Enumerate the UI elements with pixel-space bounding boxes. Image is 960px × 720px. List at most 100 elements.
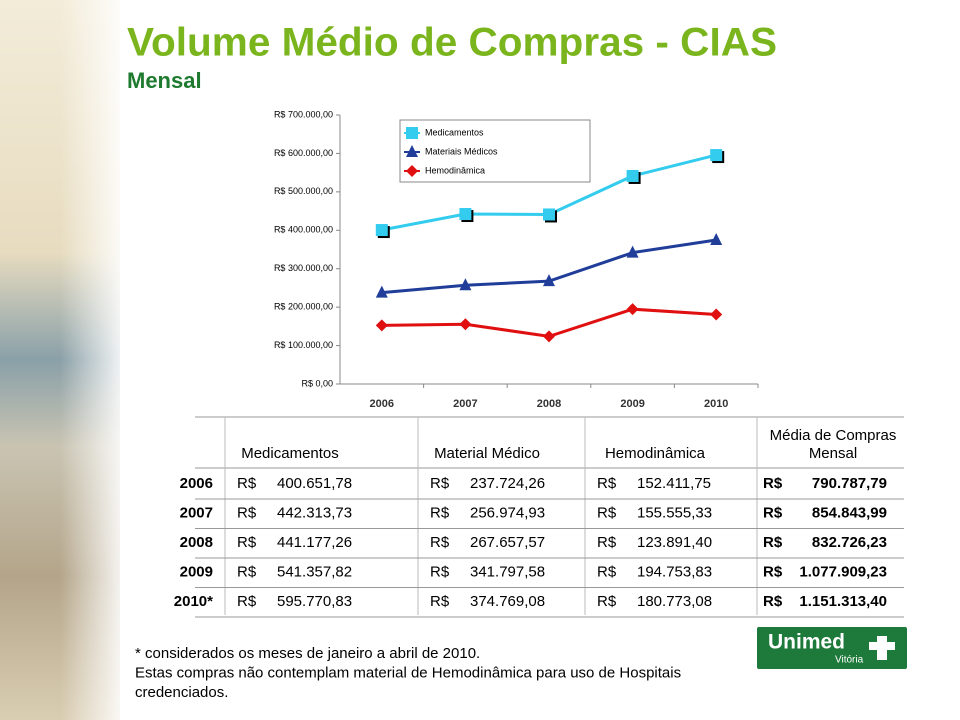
total-value: 1.151.313,40 (799, 593, 887, 610)
currency: R$ (237, 475, 257, 492)
x-tick-label: 2009 (620, 398, 644, 410)
total-value: 854.843,99 (812, 504, 887, 521)
table-header: Material Médico (434, 445, 540, 462)
currency: R$ (763, 534, 783, 551)
cell-value: 595.770,83 (277, 593, 352, 610)
legend-label: Materiais Médicos (425, 146, 498, 156)
y-tick-label: R$ 500.000,00 (274, 186, 333, 196)
data-point (375, 224, 388, 237)
cell-value: 267.657,57 (470, 534, 545, 551)
footnote-line: * considerados os meses de janeiro a abr… (135, 645, 480, 662)
cell-value: 194.753,83 (637, 563, 712, 580)
currency: R$ (763, 593, 783, 610)
currency: R$ (237, 563, 257, 580)
currency: R$ (763, 475, 783, 492)
y-tick-label: R$ 400.000,00 (274, 225, 333, 235)
data-point (543, 274, 555, 287)
footnote-line: Estas compras não contemplam material de… (135, 664, 681, 681)
legend-marker (406, 145, 418, 157)
table-header: Medicamentos (241, 445, 339, 462)
data-point (710, 232, 723, 245)
row-year: 2008 (180, 534, 213, 551)
cell-value: 442.313,73 (277, 504, 352, 521)
footnote: * considerados os meses de janeiro a abr… (135, 645, 681, 701)
data-point (459, 318, 472, 331)
cell-value: 400.651,78 (277, 475, 352, 492)
row-year: 2010* (174, 593, 213, 610)
logo-city: Vitória (835, 655, 864, 666)
legend-marker (406, 165, 418, 177)
logo-icon (869, 636, 895, 660)
y-tick-label: R$ 100.000,00 (274, 340, 333, 350)
table-header: Hemodinâmica (605, 445, 706, 462)
x-tick-label: 2007 (453, 398, 477, 410)
row-year: 2007 (180, 504, 213, 521)
currency: R$ (763, 563, 783, 580)
data-point (459, 208, 472, 221)
total-value: 790.787,79 (812, 475, 887, 492)
y-tick-label: R$ 0,00 (301, 378, 333, 388)
total-value: 832.726,23 (812, 534, 887, 551)
currency: R$ (597, 593, 617, 610)
data-point (710, 308, 723, 321)
currency: R$ (597, 504, 617, 521)
row-year: 2009 (180, 563, 213, 580)
data-point (626, 303, 639, 316)
data-point (543, 330, 555, 343)
legend-label: Medicamentos (425, 127, 484, 137)
x-tick-label: 2008 (537, 398, 561, 410)
cell-value: 155.555,33 (637, 504, 712, 521)
logo-name: Unimed (768, 631, 845, 654)
cell-value: 256.974,93 (470, 504, 545, 521)
legend-label: Hemodinâmica (425, 165, 485, 175)
background-fade (60, 0, 130, 720)
footnote-line: credenciados. (135, 684, 228, 701)
cell-value: 180.773,08 (637, 593, 712, 610)
currency: R$ (430, 563, 450, 580)
data-point (710, 149, 723, 162)
table-header: Mensal (809, 445, 857, 462)
currency: R$ (237, 504, 257, 521)
y-tick-label: R$ 300.000,00 (274, 263, 333, 273)
data-point (626, 169, 639, 182)
chart: R$ 0,00 R$ 100.000,00 R$ 200.000,00 R$ 300.… (274, 109, 759, 410)
cell-value: 374.769,08 (470, 593, 545, 610)
data-point (375, 285, 388, 298)
legend-marker (406, 127, 418, 139)
table: Medicamentos Material Médico Hemodinâmica M… (174, 416, 904, 618)
cell-value: 341.797,58 (470, 563, 545, 580)
row-year: 2006 (180, 475, 213, 492)
currency: R$ (430, 534, 450, 551)
cell-value: 123.891,40 (637, 534, 712, 551)
cell-value: 541.357,82 (277, 563, 352, 580)
currency: R$ (430, 504, 450, 521)
table-header: Média de Compras (770, 427, 897, 444)
subtitle: Mensal (127, 68, 202, 93)
x-tick-label: 2010 (704, 398, 728, 410)
title: Volume Médio de Compras - CIAS (127, 21, 777, 65)
cell-value: 237.724,26 (470, 475, 545, 492)
currency: R$ (430, 593, 450, 610)
y-tick-label: R$ 600.000,00 (274, 148, 333, 158)
currency: R$ (430, 475, 450, 492)
currency: R$ (237, 534, 257, 551)
legend-box (399, 119, 591, 183)
logo-box (757, 627, 907, 669)
total-value: 1.077.909,23 (799, 563, 887, 580)
cell-value: 152.411,75 (637, 475, 711, 492)
currency: R$ (237, 593, 257, 610)
currency: R$ (597, 563, 617, 580)
cell-value: 441.177,26 (277, 534, 352, 551)
x-tick-label: 2006 (370, 398, 394, 410)
currency: R$ (597, 475, 617, 492)
data-point (626, 245, 639, 258)
content-area (120, 0, 960, 720)
data-point (375, 319, 388, 332)
y-tick-label: R$ 700.000,00 (274, 109, 333, 119)
currency: R$ (763, 504, 783, 521)
currency: R$ (597, 534, 617, 551)
y-tick-label: R$ 200.000,00 (274, 302, 333, 312)
logo: Unimed Vitória (757, 627, 907, 669)
data-point (543, 208, 555, 221)
